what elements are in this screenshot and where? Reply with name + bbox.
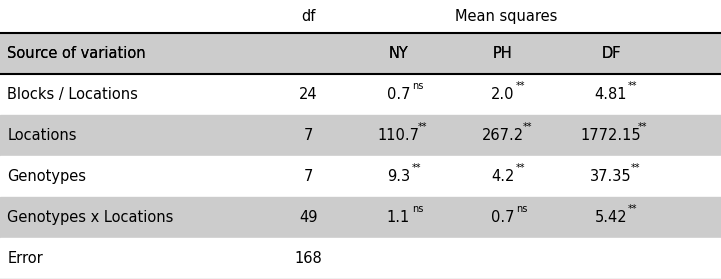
Text: DF: DF bbox=[601, 46, 621, 61]
Text: NY: NY bbox=[389, 46, 408, 61]
Text: **: ** bbox=[637, 122, 647, 132]
Text: ns: ns bbox=[412, 81, 423, 91]
Bar bbox=[0, 197, 721, 238]
Text: 0.7: 0.7 bbox=[386, 87, 410, 102]
Text: PH: PH bbox=[493, 46, 513, 61]
Bar bbox=[0, 238, 721, 279]
Text: 37.35: 37.35 bbox=[590, 169, 632, 184]
Text: **: ** bbox=[516, 163, 526, 173]
Text: PH: PH bbox=[493, 46, 513, 61]
Text: **: ** bbox=[523, 122, 532, 132]
Text: 110.7: 110.7 bbox=[377, 128, 420, 143]
Text: **: ** bbox=[627, 81, 637, 91]
Bar bbox=[0, 74, 721, 115]
Text: 7: 7 bbox=[304, 128, 313, 143]
Text: **: ** bbox=[631, 163, 640, 173]
Bar bbox=[0, 33, 721, 74]
Text: Blocks / Locations: Blocks / Locations bbox=[7, 87, 138, 102]
Text: 9.3: 9.3 bbox=[386, 169, 410, 184]
Text: **: ** bbox=[627, 204, 637, 213]
Text: Mean squares: Mean squares bbox=[456, 9, 557, 24]
Text: **: ** bbox=[418, 122, 428, 132]
Text: 7: 7 bbox=[304, 169, 313, 184]
Text: Source of variation: Source of variation bbox=[7, 46, 146, 61]
Text: 49: 49 bbox=[299, 210, 317, 225]
Text: Locations: Locations bbox=[7, 128, 76, 143]
Text: **: ** bbox=[516, 81, 526, 91]
Text: 5.42: 5.42 bbox=[595, 210, 627, 225]
Text: NY: NY bbox=[389, 46, 408, 61]
Text: 1772.15: 1772.15 bbox=[580, 128, 642, 143]
Bar bbox=[0, 0, 721, 33]
Text: 4.2: 4.2 bbox=[491, 169, 515, 184]
Text: df: df bbox=[301, 9, 315, 24]
Text: **: ** bbox=[412, 163, 421, 173]
Bar bbox=[0, 115, 721, 156]
Text: Error: Error bbox=[7, 251, 43, 266]
Text: ns: ns bbox=[412, 204, 423, 213]
Text: 168: 168 bbox=[294, 251, 322, 266]
Text: ns: ns bbox=[516, 204, 528, 213]
Text: 1.1: 1.1 bbox=[386, 210, 410, 225]
Text: 0.7: 0.7 bbox=[491, 210, 515, 225]
Bar bbox=[0, 156, 721, 197]
Text: Genotypes x Locations: Genotypes x Locations bbox=[7, 210, 174, 225]
Text: 2.0: 2.0 bbox=[491, 87, 515, 102]
Text: Source of variation: Source of variation bbox=[7, 46, 146, 61]
Text: DF: DF bbox=[601, 46, 621, 61]
Text: 24: 24 bbox=[299, 87, 317, 102]
Text: Genotypes: Genotypes bbox=[7, 169, 87, 184]
Text: 267.2: 267.2 bbox=[482, 128, 524, 143]
Text: 4.81: 4.81 bbox=[595, 87, 627, 102]
